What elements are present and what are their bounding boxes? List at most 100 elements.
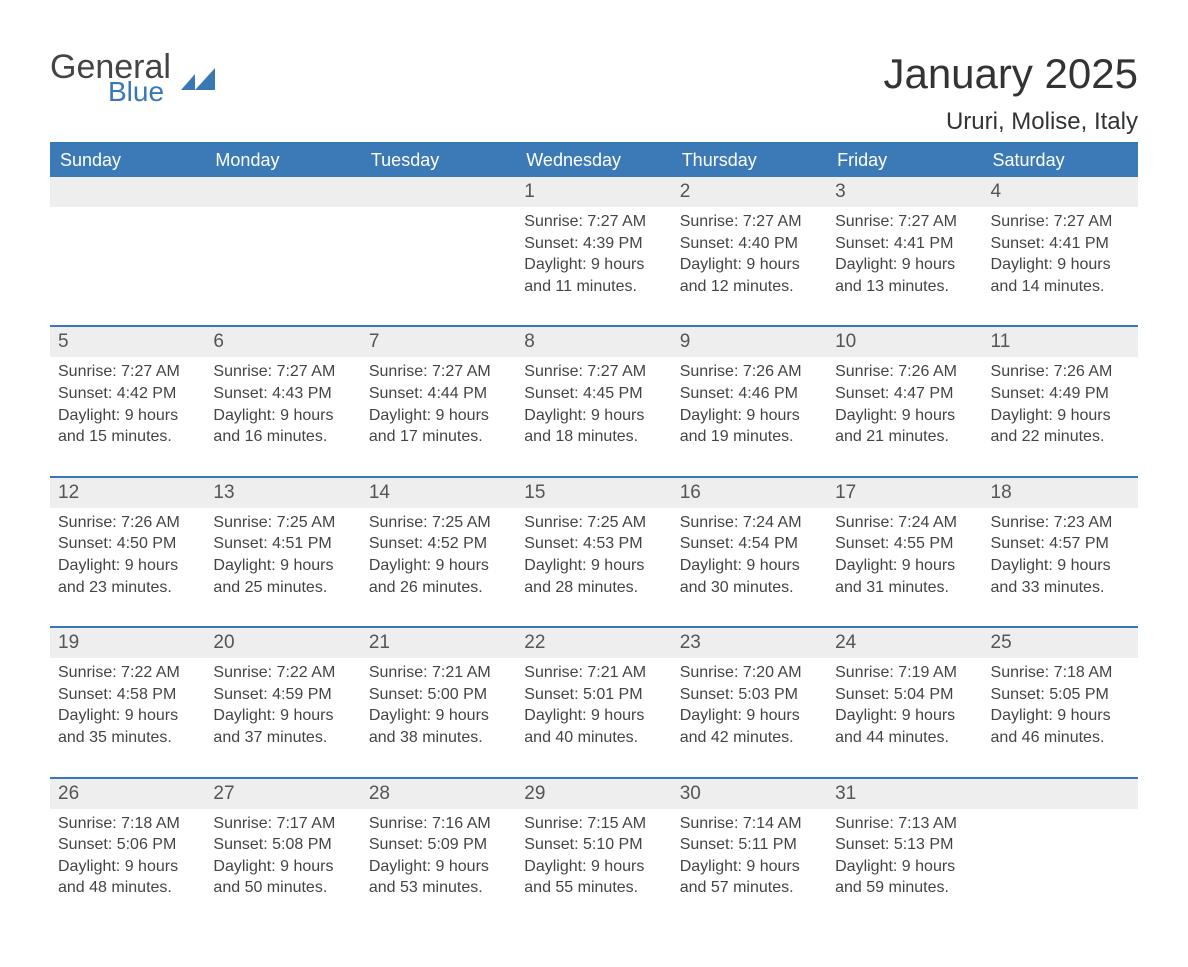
sunset-line: Sunset: 4:41 PM bbox=[835, 233, 974, 255]
title-block: January 2025 Ururi, Molise, Italy bbox=[883, 50, 1138, 136]
sunset-line: Sunset: 4:49 PM bbox=[991, 383, 1130, 405]
day-number-row: 1234 bbox=[50, 177, 1138, 207]
day-detail-cell: Sunrise: 7:25 AMSunset: 4:51 PMDaylight:… bbox=[205, 508, 360, 626]
sunset-line: Sunset: 4:47 PM bbox=[835, 383, 974, 405]
sunrise-line: Sunrise: 7:18 AM bbox=[58, 813, 197, 835]
sunset-line: Sunset: 4:39 PM bbox=[524, 233, 663, 255]
sunset-line: Sunset: 5:04 PM bbox=[835, 684, 974, 706]
day-number-cell: 5 bbox=[50, 327, 205, 357]
daylight-line: Daylight: 9 hours and 19 minutes. bbox=[680, 405, 819, 448]
page-title: January 2025 bbox=[883, 50, 1138, 98]
day-number-cell: 26 bbox=[50, 779, 205, 809]
day-detail-cell: Sunrise: 7:24 AMSunset: 4:54 PMDaylight:… bbox=[672, 508, 827, 626]
day-number-cell: 22 bbox=[516, 628, 671, 658]
daylight-line: Daylight: 9 hours and 14 minutes. bbox=[991, 254, 1130, 297]
daylight-line: Daylight: 9 hours and 38 minutes. bbox=[369, 705, 508, 748]
daylight-line: Daylight: 9 hours and 12 minutes. bbox=[680, 254, 819, 297]
day-number-cell: 31 bbox=[827, 779, 982, 809]
day-detail-cell: Sunrise: 7:21 AMSunset: 5:00 PMDaylight:… bbox=[361, 658, 516, 776]
daylight-line: Daylight: 9 hours and 11 minutes. bbox=[524, 254, 663, 297]
day-detail-row: Sunrise: 7:27 AMSunset: 4:39 PMDaylight:… bbox=[50, 207, 1138, 325]
calendar-body: 1234 Sunrise: 7:27 AMSunset: 4:39 PMDayl… bbox=[50, 177, 1138, 927]
day-header: Monday bbox=[205, 144, 360, 177]
day-number-cell: 19 bbox=[50, 628, 205, 658]
daylight-line: Daylight: 9 hours and 28 minutes. bbox=[524, 555, 663, 598]
sunset-line: Sunset: 4:50 PM bbox=[58, 533, 197, 555]
day-detail-row: Sunrise: 7:26 AMSunset: 4:50 PMDaylight:… bbox=[50, 508, 1138, 626]
sunset-line: Sunset: 5:01 PM bbox=[524, 684, 663, 706]
day-number-cell: 1 bbox=[516, 177, 671, 207]
day-number-cell: 8 bbox=[516, 327, 671, 357]
sunset-line: Sunset: 5:03 PM bbox=[680, 684, 819, 706]
day-detail-cell: Sunrise: 7:27 AMSunset: 4:45 PMDaylight:… bbox=[516, 357, 671, 475]
sunrise-line: Sunrise: 7:24 AM bbox=[835, 512, 974, 534]
sunset-line: Sunset: 4:58 PM bbox=[58, 684, 197, 706]
brand-word-2: Blue bbox=[108, 78, 171, 106]
daylight-line: Daylight: 9 hours and 21 minutes. bbox=[835, 405, 974, 448]
daylight-line: Daylight: 9 hours and 16 minutes. bbox=[213, 405, 352, 448]
day-number-cell: 17 bbox=[827, 478, 982, 508]
day-detail-cell: Sunrise: 7:26 AMSunset: 4:47 PMDaylight:… bbox=[827, 357, 982, 475]
sunrise-line: Sunrise: 7:15 AM bbox=[524, 813, 663, 835]
sunrise-line: Sunrise: 7:26 AM bbox=[991, 361, 1130, 383]
daylight-line: Daylight: 9 hours and 31 minutes. bbox=[835, 555, 974, 598]
brand-logo: General Blue bbox=[50, 50, 217, 106]
daylight-line: Daylight: 9 hours and 57 minutes. bbox=[680, 856, 819, 899]
sunset-line: Sunset: 4:40 PM bbox=[680, 233, 819, 255]
day-detail-cell: Sunrise: 7:25 AMSunset: 4:53 PMDaylight:… bbox=[516, 508, 671, 626]
daylight-line: Daylight: 9 hours and 18 minutes. bbox=[524, 405, 663, 448]
sunset-line: Sunset: 4:45 PM bbox=[524, 383, 663, 405]
day-number-cell bbox=[50, 177, 205, 207]
day-number-cell: 13 bbox=[205, 478, 360, 508]
day-header: Sunday bbox=[50, 144, 205, 177]
daylight-line: Daylight: 9 hours and 17 minutes. bbox=[369, 405, 508, 448]
calendar-page: General Blue January 2025 Ururi, Molise,… bbox=[0, 0, 1188, 967]
daylight-line: Daylight: 9 hours and 37 minutes. bbox=[213, 705, 352, 748]
day-number-row: 567891011 bbox=[50, 327, 1138, 357]
sunset-line: Sunset: 4:42 PM bbox=[58, 383, 197, 405]
daylight-line: Daylight: 9 hours and 50 minutes. bbox=[213, 856, 352, 899]
daylight-line: Daylight: 9 hours and 59 minutes. bbox=[835, 856, 974, 899]
daylight-line: Daylight: 9 hours and 30 minutes. bbox=[680, 555, 819, 598]
sunset-line: Sunset: 4:44 PM bbox=[369, 383, 508, 405]
sunrise-line: Sunrise: 7:27 AM bbox=[213, 361, 352, 383]
day-number-cell: 29 bbox=[516, 779, 671, 809]
sunrise-line: Sunrise: 7:27 AM bbox=[835, 211, 974, 233]
sunrise-line: Sunrise: 7:21 AM bbox=[524, 662, 663, 684]
brand-text: General Blue bbox=[50, 50, 171, 106]
daylight-line: Daylight: 9 hours and 22 minutes. bbox=[991, 405, 1130, 448]
day-detail-cell: Sunrise: 7:13 AMSunset: 5:13 PMDaylight:… bbox=[827, 809, 982, 927]
sunset-line: Sunset: 4:43 PM bbox=[213, 383, 352, 405]
day-number-cell: 15 bbox=[516, 478, 671, 508]
day-detail-cell: Sunrise: 7:24 AMSunset: 4:55 PMDaylight:… bbox=[827, 508, 982, 626]
sunrise-line: Sunrise: 7:27 AM bbox=[58, 361, 197, 383]
daylight-line: Daylight: 9 hours and 13 minutes. bbox=[835, 254, 974, 297]
day-detail-cell: Sunrise: 7:27 AMSunset: 4:39 PMDaylight:… bbox=[516, 207, 671, 325]
day-number-cell: 7 bbox=[361, 327, 516, 357]
day-detail-cell: Sunrise: 7:17 AMSunset: 5:08 PMDaylight:… bbox=[205, 809, 360, 927]
daylight-line: Daylight: 9 hours and 35 minutes. bbox=[58, 705, 197, 748]
day-number-cell: 28 bbox=[361, 779, 516, 809]
daylight-line: Daylight: 9 hours and 55 minutes. bbox=[524, 856, 663, 899]
daylight-line: Daylight: 9 hours and 44 minutes. bbox=[835, 705, 974, 748]
day-detail-cell: Sunrise: 7:27 AMSunset: 4:41 PMDaylight:… bbox=[827, 207, 982, 325]
sunrise-line: Sunrise: 7:27 AM bbox=[991, 211, 1130, 233]
day-number-row: 12131415161718 bbox=[50, 478, 1138, 508]
sunrise-line: Sunrise: 7:25 AM bbox=[369, 512, 508, 534]
day-number-cell: 24 bbox=[827, 628, 982, 658]
day-detail-cell: Sunrise: 7:14 AMSunset: 5:11 PMDaylight:… bbox=[672, 809, 827, 927]
day-detail-row: Sunrise: 7:22 AMSunset: 4:58 PMDaylight:… bbox=[50, 658, 1138, 776]
sunrise-line: Sunrise: 7:25 AM bbox=[524, 512, 663, 534]
daylight-line: Daylight: 9 hours and 40 minutes. bbox=[524, 705, 663, 748]
brand-triangle-icon bbox=[181, 68, 217, 90]
sunrise-line: Sunrise: 7:22 AM bbox=[213, 662, 352, 684]
header-row: General Blue January 2025 Ururi, Molise,… bbox=[50, 50, 1138, 136]
day-number-cell: 23 bbox=[672, 628, 827, 658]
sunrise-line: Sunrise: 7:17 AM bbox=[213, 813, 352, 835]
sunrise-line: Sunrise: 7:22 AM bbox=[58, 662, 197, 684]
day-detail-cell: Sunrise: 7:26 AMSunset: 4:49 PMDaylight:… bbox=[983, 357, 1138, 475]
daylight-line: Daylight: 9 hours and 26 minutes. bbox=[369, 555, 508, 598]
day-number-cell: 25 bbox=[983, 628, 1138, 658]
sunset-line: Sunset: 5:05 PM bbox=[991, 684, 1130, 706]
sunrise-line: Sunrise: 7:27 AM bbox=[369, 361, 508, 383]
